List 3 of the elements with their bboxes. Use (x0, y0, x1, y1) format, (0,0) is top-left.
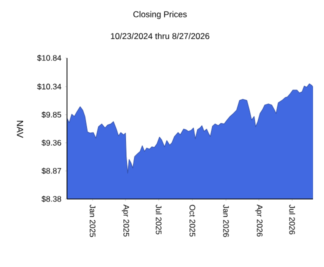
chart-subtitle: 10/23/2024 thru 8/27/2026 (110, 32, 210, 40)
y-axis-title: NAV (16, 120, 24, 138)
chart-title: Closing Prices (133, 11, 187, 19)
